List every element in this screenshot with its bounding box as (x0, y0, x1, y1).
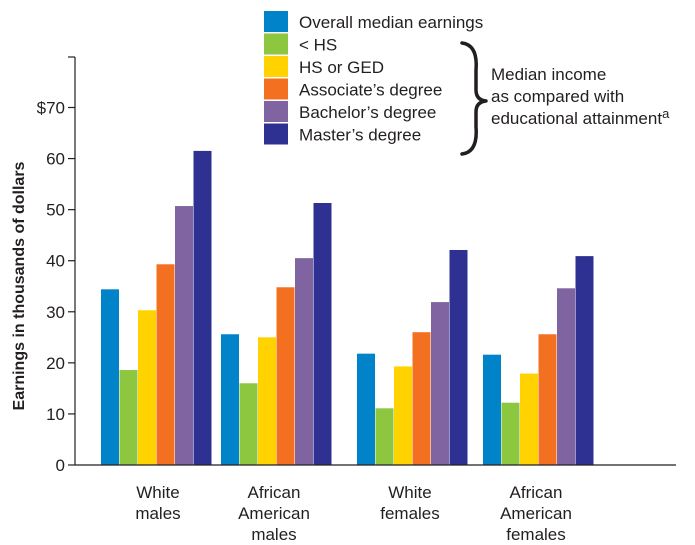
bar-african-american-males-hs-or-ged (258, 337, 276, 465)
legend-bracket-text-line-1: Median income (491, 65, 606, 84)
x-tick-label-line: White (388, 483, 431, 502)
bar-african-american-males-overall-median-earnings (221, 334, 239, 465)
bar-african-american-females-associate-s-degree (538, 334, 557, 465)
legend-swatch-master-s-degree (264, 123, 288, 145)
bar-african-american-males-master-s-degree (313, 203, 332, 465)
x-tick-label-line: American (500, 504, 572, 523)
y-tick-label-30: 30 (46, 303, 65, 322)
bar-white-females-hs-or-ged (394, 366, 412, 465)
bar-white-females-associate-s-degree (412, 332, 431, 465)
y-tick-label-20: 20 (46, 354, 65, 373)
bar-white-males-hs-or-ged (138, 310, 156, 465)
x-tick-label-line: American (238, 504, 310, 523)
legend-swatch-hs (264, 33, 288, 55)
bar-white-females-master-s-degree (449, 249, 468, 465)
legend-label-associate-s-degree: Associate’s degree (299, 81, 442, 100)
bar-white-females-bachelor-s-degree (431, 302, 449, 465)
legend-label-overall-median-earnings: Overall median earnings (299, 13, 483, 32)
bar-african-american-males-hs (239, 383, 258, 465)
legend-swatch-hs-or-ged (264, 56, 288, 77)
legend-bracket (460, 41, 488, 156)
x-tick-label-line: males (135, 504, 180, 523)
y-tick-label-60: 60 (46, 150, 65, 169)
x-tick-label-line: African (248, 483, 301, 502)
bar-african-american-males-associate-s-degree (276, 287, 295, 465)
legend-label-hs-or-ged: HS or GED (299, 58, 384, 77)
legend-bracket-text-line-2: as compared with (491, 87, 624, 106)
y-axis-title: Earnings in thousands of dollars (11, 161, 28, 410)
bar-white-males-overall-median-earnings (101, 289, 119, 465)
bar-african-american-females-hs (501, 402, 520, 465)
legend-swatch-associate-s-degree (264, 78, 288, 100)
bar-african-american-females-master-s-degree (575, 256, 594, 465)
bar-african-american-females-overall-median-earnings (483, 354, 501, 465)
x-tick-label-line: males (251, 525, 296, 544)
x-tick-label-african-american-females: African American females (500, 483, 572, 544)
x-tick-label-white-females: White females (380, 483, 440, 523)
x-tick-label-line: African (510, 483, 563, 502)
x-tick-label-white-males: White males (135, 483, 180, 523)
x-tick-label-line: females (380, 504, 440, 523)
bar-white-males-master-s-degree (193, 150, 212, 466)
bar-white-males-hs (119, 370, 138, 465)
bar-white-females-hs (375, 408, 394, 465)
legend-label-bachelor-s-degree: Bachelor’s degree (299, 103, 436, 122)
x-tick-label-african-american-males: African American males (238, 483, 310, 544)
bar-african-american-females-bachelor-s-degree (557, 288, 575, 465)
y-tick-label-10: 10 (46, 405, 65, 424)
bar-white-males-bachelor-s-degree (175, 206, 193, 465)
legend-label-master-s-degree: Master’s degree (299, 126, 421, 145)
x-tick-label-line: White (136, 483, 179, 502)
legend: Overall median earnings < HS HS or GED Asso… (264, 11, 670, 156)
legend-swatch-bachelor-s-degree (264, 101, 288, 122)
legend-label-hs: < HS (299, 36, 337, 55)
y-tick-label-50: 50 (46, 201, 65, 220)
legend-bracket-text-line-3: educational attainmenta (491, 106, 670, 128)
legend-swatch-overall-median-earnings (264, 11, 288, 32)
y-tick-label-0: 0 (56, 456, 65, 475)
legend-bracket-superscript: a (662, 106, 670, 121)
bar-white-females-overall-median-earnings (357, 353, 375, 465)
x-tick-label-line: females (506, 525, 566, 544)
bars-layer (101, 150, 594, 466)
y-tick-label-40: 40 (46, 252, 65, 271)
axes-layer: 0 10 20 30 40 50 60 $70 Earnings in thousands of… (11, 56, 676, 544)
bar-white-males-associate-s-degree (156, 264, 175, 465)
bar-african-american-males-bachelor-s-degree (295, 258, 313, 465)
y-tick-label-70: $70 (37, 99, 65, 118)
bar-african-american-females-hs-or-ged (520, 373, 538, 465)
